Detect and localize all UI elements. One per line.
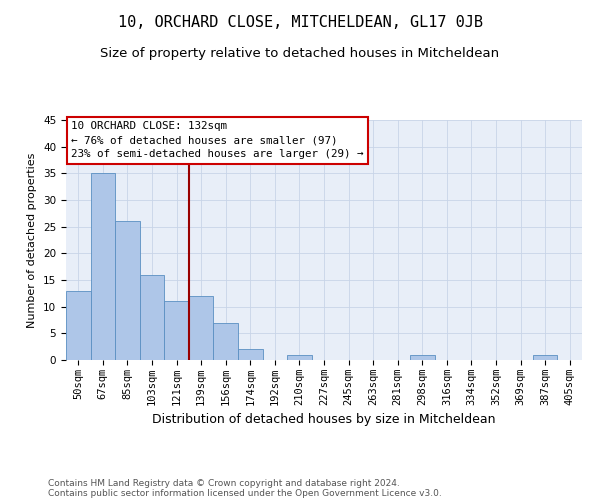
Bar (140, 274, 164, 360)
Text: Contains HM Land Registry data © Crown copyright and database right 2024.: Contains HM Land Registry data © Crown c… (48, 478, 400, 488)
Bar (189, 296, 214, 360)
Bar (238, 350, 263, 360)
Bar (164, 302, 189, 360)
Text: 10 ORCHARD CLOSE: 132sqm
← 76% of detached houses are smaller (97)
23% of semi-d: 10 ORCHARD CLOSE: 132sqm ← 76% of detach… (71, 121, 364, 159)
Y-axis label: Number of detached properties: Number of detached properties (28, 152, 37, 328)
Bar (66, 290, 91, 360)
Bar (115, 222, 140, 360)
Text: Size of property relative to detached houses in Mitcheldean: Size of property relative to detached ho… (100, 48, 500, 60)
X-axis label: Distribution of detached houses by size in Mitcheldean: Distribution of detached houses by size … (152, 414, 496, 426)
Bar (533, 354, 557, 360)
Bar (214, 322, 238, 360)
Text: 10, ORCHARD CLOSE, MITCHELDEAN, GL17 0JB: 10, ORCHARD CLOSE, MITCHELDEAN, GL17 0JB (118, 15, 482, 30)
Bar (410, 354, 434, 360)
Text: Contains public sector information licensed under the Open Government Licence v3: Contains public sector information licen… (48, 488, 442, 498)
Bar (287, 354, 312, 360)
Bar (91, 174, 115, 360)
